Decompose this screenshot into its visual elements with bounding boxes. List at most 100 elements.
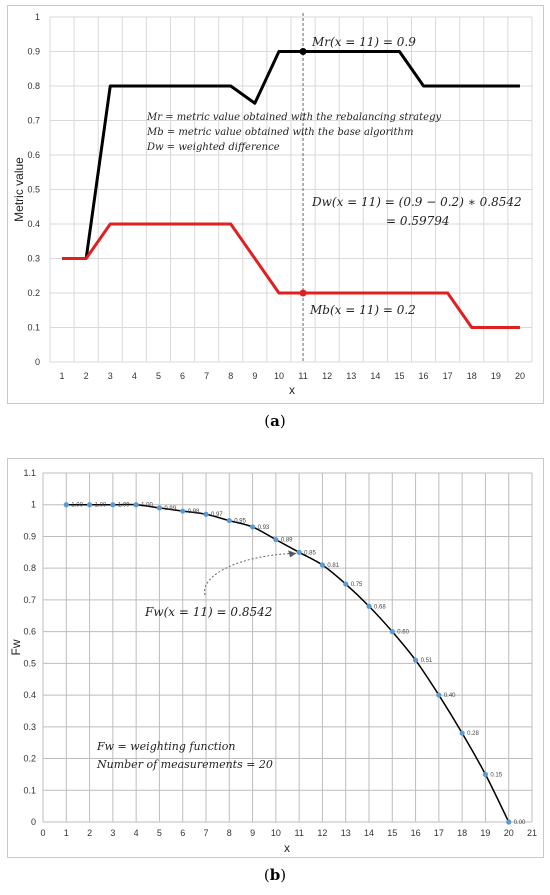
data-point-fw <box>273 537 279 543</box>
x-tick-label-b: 19 <box>480 828 490 838</box>
x-tick-label-b: 10 <box>271 828 281 838</box>
y-tick-label-b: 0 <box>31 817 36 827</box>
annotation-legend-fw: Fw = weighting function <box>96 740 235 753</box>
data-label-fw: 0.40 <box>444 693 456 699</box>
y-tick-label-a: 0.2 <box>27 288 40 298</box>
data-point-fw <box>156 505 163 511</box>
x-tick-label-b: 18 <box>457 828 467 838</box>
data-point-fw <box>459 730 465 736</box>
data-point-fw <box>226 517 232 524</box>
x-tick-label-a: 11 <box>298 371 307 381</box>
x-tick-label-a: 3 <box>108 371 113 381</box>
x-tick-label-b: 14 <box>364 828 374 838</box>
annotation-mb-point: Mb(x = 11) = 0.2 <box>309 303 416 317</box>
caption-a-letter: a <box>270 412 280 430</box>
x-tick-label-b: 17 <box>434 828 444 838</box>
x-tick-label-b: 7 <box>203 828 208 838</box>
x-axis-title-a: x <box>289 383 295 397</box>
x-tick-label-a: 7 <box>204 371 209 381</box>
data-point-fw <box>412 657 419 663</box>
data-label-fw: 0.51 <box>421 658 433 664</box>
data-point-fw <box>249 524 256 530</box>
data-point-fw <box>482 771 489 778</box>
y-tick-label-b: 0.7 <box>23 595 36 605</box>
data-point-fw <box>180 508 186 514</box>
x-tick-label-a: 17 <box>443 371 453 381</box>
data-label-fw: 1.00 <box>141 503 153 509</box>
annotation-legend-n: Number of measurements = 20 <box>96 758 273 771</box>
data-label-fw: 0.85 <box>304 550 316 556</box>
data-label-fw: 0.28 <box>467 731 479 737</box>
x-tick-label-b: 3 <box>110 828 115 838</box>
series-line-mb <box>62 222 520 329</box>
series-marker-mb <box>299 289 307 297</box>
x-axis-title-b: x <box>284 841 290 855</box>
data-label-fw: 0.97 <box>211 512 223 518</box>
x-tick-label-a: 19 <box>491 371 501 381</box>
x-tick-label-a: 6 <box>180 371 185 381</box>
x-tick-label-b: 9 <box>250 828 255 838</box>
x-tick-label-b: 5 <box>157 828 162 838</box>
x-tick-label-a: 18 <box>467 371 477 381</box>
x-tick-label-b: 2 <box>87 828 92 838</box>
data-point-fw <box>86 502 93 508</box>
y-tick-label-b: 1 <box>31 500 36 510</box>
y-tick-label-a: 0.9 <box>27 47 40 57</box>
x-tick-label-b: 4 <box>134 828 139 838</box>
y-tick-label-b: 0.9 <box>23 531 36 541</box>
y-tick-label-a: 0.7 <box>27 116 40 126</box>
data-point-fw <box>366 603 372 609</box>
y-tick-label-b: 0.1 <box>23 785 36 795</box>
x-tick-label-b: 21 <box>527 828 537 838</box>
data-label-fw: 0.81 <box>327 563 339 569</box>
x-tick-label-b: 8 <box>227 828 232 838</box>
data-point-fw <box>203 511 209 517</box>
data-point-fw <box>319 562 326 568</box>
data-label-fw: 1.00 <box>118 503 130 509</box>
y-tick-label-b: 0.3 <box>23 722 36 732</box>
y-tick-label-b: 0.8 <box>23 563 36 573</box>
y-tick-label-b: 0.6 <box>23 627 36 637</box>
x-tick-label-b: 0 <box>40 828 45 838</box>
data-point-fw <box>506 819 512 825</box>
y-tick-label-a: 1 <box>35 12 40 22</box>
x-tick-label-b: 20 <box>504 828 514 838</box>
caption-a: (a) <box>264 412 286 430</box>
data-point-fw <box>343 581 349 587</box>
x-tick-label-a: 15 <box>394 371 404 381</box>
data-point-fw <box>389 629 395 635</box>
data-label-fw: 0.15 <box>490 772 502 778</box>
y-tick-label-a: 0.4 <box>27 219 40 229</box>
x-tick-label-a: 20 <box>515 371 525 381</box>
y-tick-label-a: 0 <box>35 357 40 367</box>
data-label-fw: 0.95 <box>234 519 246 525</box>
y-tick-label-b: 0.4 <box>23 690 36 700</box>
data-label-fw: 1.00 <box>71 503 83 509</box>
x-tick-label-a: 4 <box>132 371 137 381</box>
x-tick-label-a: 9 <box>252 371 257 381</box>
data-label-fw: 0.00 <box>514 820 526 826</box>
x-tick-label-a: 5 <box>156 371 161 381</box>
data-point-fw <box>436 692 442 698</box>
x-tick-label-a: 2 <box>84 371 89 381</box>
caption-b-letter: b <box>269 866 281 884</box>
data-label-fw: 0.60 <box>397 630 409 636</box>
annotation-arrowhead-fw <box>288 550 297 558</box>
y-tick-label-b: 0.5 <box>23 658 36 668</box>
data-label-fw: 0.93 <box>258 525 270 531</box>
data-label-fw: 0.75 <box>351 582 363 588</box>
x-tick-label-a: 1 <box>60 371 65 381</box>
x-tick-label-b: 11 <box>294 828 303 838</box>
x-tick-label-a: 14 <box>370 371 380 381</box>
annotation-legend-mr: Mr = metric value obtained with the reba… <box>146 112 441 123</box>
x-tick-label-b: 1 <box>64 828 69 838</box>
data-label-fw: 0.99 <box>164 506 176 512</box>
x-tick-label-a: 12 <box>322 371 332 381</box>
annotation-dw-line1: Dw(x = 11) = (0.9 − 0.2) ∗ 0.8542 <box>311 195 522 209</box>
y-tick-label-a: 0.8 <box>27 81 40 91</box>
data-point-fw <box>110 502 116 508</box>
y-axis-title-a: Metric value <box>12 157 26 222</box>
annotation-mr-point: Mr(x = 11) = 0.9 <box>311 35 416 49</box>
y-axis-title-b: Fw <box>9 639 23 655</box>
